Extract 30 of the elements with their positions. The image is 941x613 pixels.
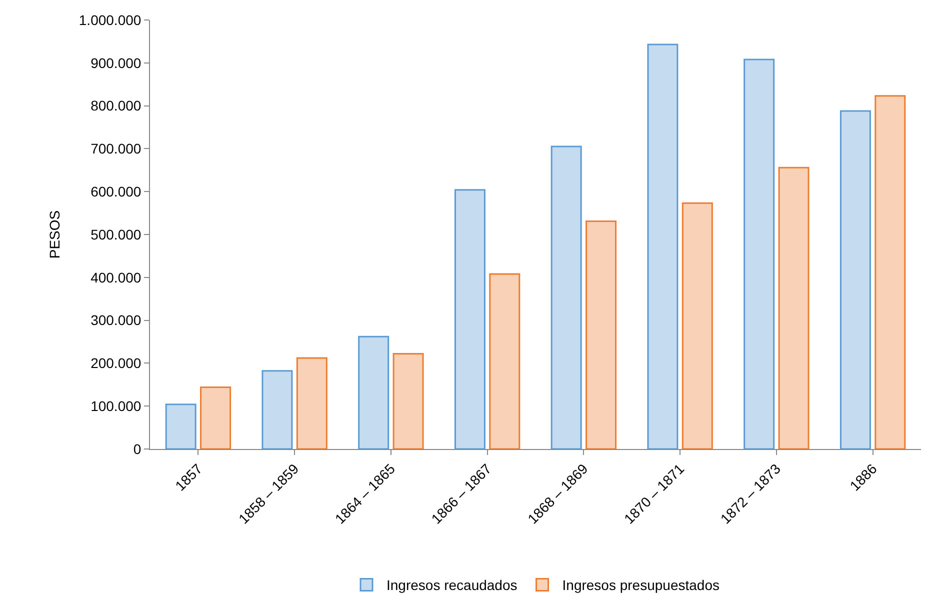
- y-tick-label: 300.000: [90, 312, 142, 328]
- legend-label: Ingresos presupuestados: [562, 577, 720, 594]
- y-tick-label: 900.000: [90, 54, 142, 71]
- y-tick-label: 1.000.000: [78, 12, 142, 28]
- y-tick-label: 500.000: [90, 226, 142, 242]
- bar: [586, 220, 617, 449]
- y-tick-label: 400.000: [90, 269, 142, 286]
- bar: [165, 404, 196, 449]
- y-tick-label: 700.000: [90, 140, 142, 157]
- bar: [262, 370, 293, 449]
- bar: [778, 166, 810, 449]
- bar: [296, 357, 328, 449]
- bar: [682, 202, 713, 449]
- bar: [392, 353, 424, 449]
- bar: [200, 386, 232, 449]
- bar: [744, 58, 775, 449]
- bar: [647, 44, 678, 449]
- y-axis-title: PESOS: [46, 210, 63, 259]
- y-tick-label: 100.000: [90, 398, 142, 414]
- legend-label: Ingresos recaudados: [386, 577, 518, 594]
- y-tick-label: 800.000: [90, 98, 142, 114]
- bar: [840, 110, 871, 449]
- y-tick-label: 0: [133, 440, 142, 457]
- bar: [550, 146, 582, 449]
- y-tick-label: 200.000: [90, 355, 142, 372]
- bar: [454, 189, 486, 449]
- bar: [489, 273, 520, 449]
- bar: [874, 95, 906, 449]
- bar: [358, 336, 390, 449]
- y-tick-label: 600.000: [90, 184, 142, 200]
